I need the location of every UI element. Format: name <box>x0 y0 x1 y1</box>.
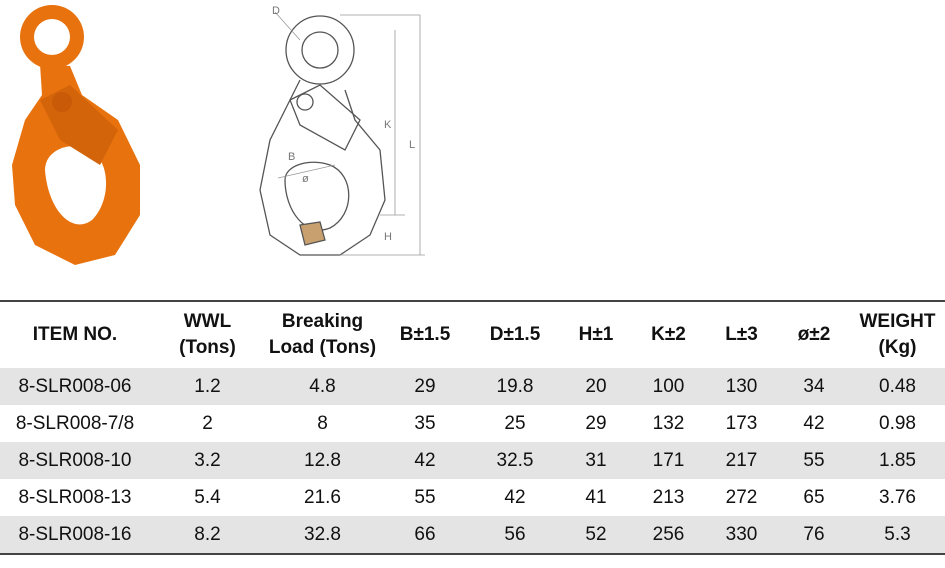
table-cell: 0.48 <box>850 368 945 405</box>
table-cell: 130 <box>705 368 778 405</box>
table-cell: 12.8 <box>265 442 380 479</box>
table-cell: 100 <box>632 368 705 405</box>
spec-table: ITEM NO. WWL (Tons) Breaking Load (Tons) B±1.… <box>0 300 945 555</box>
column-header: ITEM NO. <box>0 300 150 368</box>
header-line: WWL <box>183 311 232 332</box>
dim-label: H <box>384 231 392 243</box>
header-row: ITEM NO. WWL (Tons) Breaking Load (Tons) B±1.… <box>0 300 945 368</box>
column-header: ø±2 <box>778 300 850 368</box>
table-cell: 5.3 <box>850 516 945 555</box>
header-line: (Tons) <box>179 337 236 358</box>
table-row: 8-SLR008-16 8.2 32.8 66 56 52 256 330 76 5.3 <box>0 516 945 555</box>
table-row: 8-SLR008-10 3.2 12.8 42 32.5 31 171 217 55 1.85 <box>0 442 945 479</box>
column-header: D±1.5 <box>470 300 560 368</box>
column-header: B±1.5 <box>380 300 470 368</box>
illustrations: D B ø K L H <box>12 5 425 265</box>
table-cell: 1.2 <box>150 368 265 405</box>
table-cell: 65 <box>803 486 825 508</box>
table-row: 8-SLR008-06 1.2 4.8 29 19.8 20 100 130 34 0.48 <box>0 368 945 405</box>
table-cell: 29 <box>585 412 607 434</box>
column-header: H±1 <box>560 300 632 368</box>
header-line: K±2 <box>651 324 686 345</box>
column-header: L±3 <box>705 300 778 368</box>
dim-label: D <box>272 5 280 17</box>
table-cell: 8-SLR008-13 <box>18 486 132 508</box>
table-cell: 42 <box>504 486 526 508</box>
table-row: 8-SLR008-7/8 2 8 35 25 29 132 173 42 0.98 <box>0 405 945 442</box>
hook-photo <box>12 5 140 265</box>
header-line: L±3 <box>725 324 758 345</box>
column-header: Breaking Load (Tons) <box>265 300 380 368</box>
table-cell: 41 <box>585 486 607 508</box>
table-cell: 76 <box>778 516 850 555</box>
table-cell: 32.5 <box>470 442 560 479</box>
column-header: WWL (Tons) <box>150 300 265 368</box>
table-cell: 173 <box>725 412 758 434</box>
table-cell: 42 <box>803 412 825 434</box>
dim-label: L <box>409 139 415 151</box>
table-cell: 55 <box>414 486 436 508</box>
column-header: K±2 <box>632 300 705 368</box>
header-line: Breaking <box>281 311 364 332</box>
table-cell: 8-SLR008-16 <box>0 516 150 555</box>
table-cell: 2 <box>202 412 213 434</box>
table-cell: 3.76 <box>879 486 916 508</box>
table-cell: 34 <box>778 368 850 405</box>
header-line: D±1.5 <box>489 324 541 345</box>
table-cell: 8 <box>317 412 328 434</box>
table-cell: 56 <box>470 516 560 555</box>
table-cell: 217 <box>705 442 778 479</box>
table-cell: 55 <box>778 442 850 479</box>
table-cell: 42 <box>380 442 470 479</box>
table-cell: 29 <box>380 368 470 405</box>
table-cell: 171 <box>632 442 705 479</box>
table-cell: 8-SLR008-7/8 <box>15 412 135 434</box>
header-line: ø±2 <box>797 324 831 345</box>
dim-label: K <box>384 119 392 131</box>
table-cell: 272 <box>725 486 758 508</box>
table-cell: 0.98 <box>879 412 916 434</box>
table-cell: 35 <box>414 412 436 434</box>
header-line: Load (Tons) <box>268 337 377 358</box>
table-cell: 20 <box>560 368 632 405</box>
table-cell: 8-SLR008-10 <box>0 442 150 479</box>
column-header: WEIGHT (Kg) <box>850 300 945 368</box>
table-cell: 132 <box>652 412 685 434</box>
dim-label: ø <box>302 173 309 185</box>
table-cell: 3.2 <box>150 442 265 479</box>
table-cell: 25 <box>504 412 526 434</box>
header-line: WEIGHT <box>859 311 936 332</box>
table-cell: 52 <box>560 516 632 555</box>
dim-label: B <box>288 151 295 163</box>
table-cell: 32.8 <box>265 516 380 555</box>
header-line: (Kg) <box>878 337 917 358</box>
header-line: ITEM NO. <box>32 324 118 345</box>
header-line: B±1.5 <box>399 324 451 345</box>
table-cell: 1.85 <box>850 442 945 479</box>
hook-drawing <box>259 11 425 256</box>
table-cell: 8.2 <box>150 516 265 555</box>
table-cell: 5.4 <box>194 486 221 508</box>
header-line: H±1 <box>578 324 614 345</box>
table-cell: 4.8 <box>265 368 380 405</box>
table-cell: 256 <box>632 516 705 555</box>
table-cell: 8-SLR008-06 <box>0 368 150 405</box>
table-cell: 21.6 <box>304 486 341 508</box>
table-cell: 213 <box>652 486 685 508</box>
table-cell: 31 <box>560 442 632 479</box>
table-cell: 66 <box>380 516 470 555</box>
table-cell: 19.8 <box>470 368 560 405</box>
table-row: 8-SLR008-13 5.4 21.6 55 42 41 213 272 65 3.76 <box>0 479 945 516</box>
table-cell: 330 <box>705 516 778 555</box>
